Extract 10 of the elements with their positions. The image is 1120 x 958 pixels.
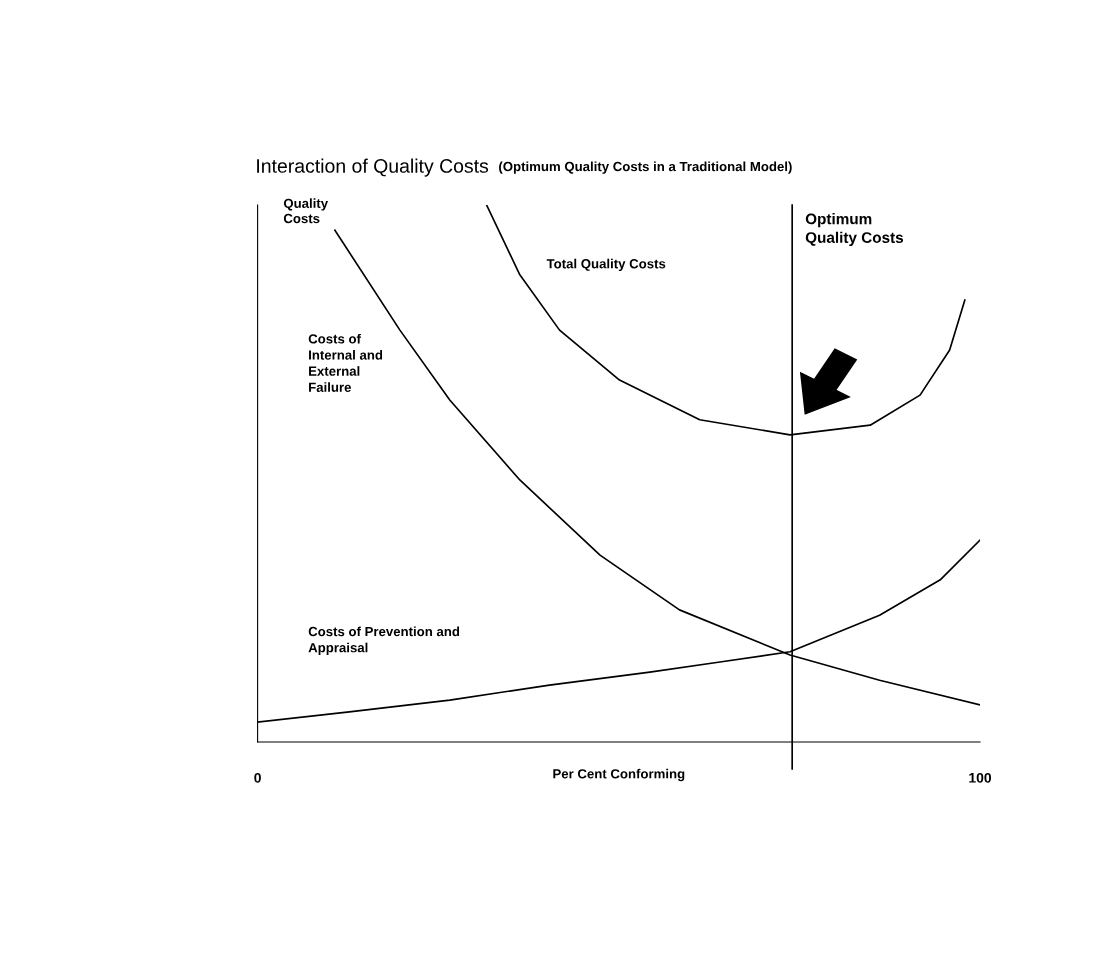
x-tick-label: 100 [969,772,992,783]
annotation: Costs of Internal and External Failure [308,333,383,392]
annotation: Costs of Prevention and Appraisal [308,626,460,655]
x-tick-label: 0 [254,772,261,783]
chart-subtitle: (Optimum Quality Costs in a Traditional Model) [499,161,792,174]
annotation: Total Quality Costs [546,258,666,272]
x-axis-title: Per Cent Conforming [553,768,685,782]
chart-title: Interaction of Quality Costs [257,158,489,177]
ref-line-label: Optimum Quality Costs [805,213,904,246]
y-axis-title: Quality Costs [283,198,329,224]
